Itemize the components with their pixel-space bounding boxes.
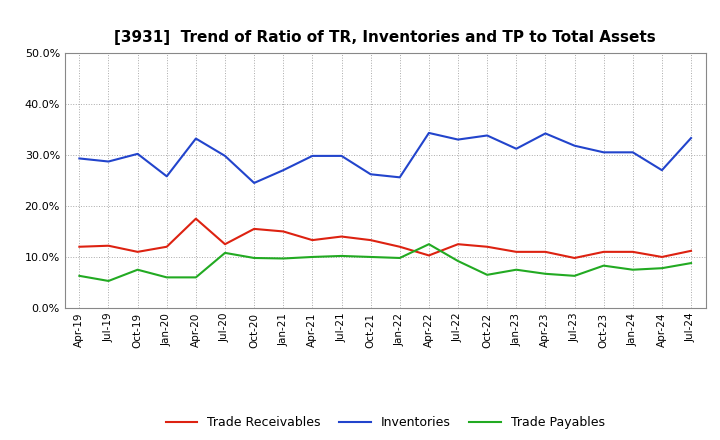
Trade Receivables xyxy=(395,244,404,249)
Trade Payables xyxy=(337,253,346,259)
Inventories xyxy=(250,180,258,186)
Trade Payables xyxy=(192,275,200,280)
Trade Payables xyxy=(133,267,142,272)
Trade Payables xyxy=(308,254,317,260)
Trade Payables xyxy=(541,271,550,276)
Trade Payables xyxy=(512,267,521,272)
Trade Payables xyxy=(75,273,84,279)
Inventories xyxy=(570,143,579,148)
Inventories xyxy=(629,150,637,155)
Inventories xyxy=(366,172,375,177)
Trade Payables xyxy=(687,260,696,266)
Inventories xyxy=(425,130,433,136)
Inventories xyxy=(599,150,608,155)
Trade Payables xyxy=(104,279,113,284)
Trade Receivables xyxy=(220,242,229,247)
Trade Payables xyxy=(629,267,637,272)
Trade Receivables xyxy=(192,216,200,221)
Inventories xyxy=(308,153,317,158)
Inventories xyxy=(163,174,171,179)
Trade Payables xyxy=(657,266,666,271)
Inventories xyxy=(483,133,492,138)
Trade Payables xyxy=(163,275,171,280)
Inventories xyxy=(512,146,521,151)
Inventories xyxy=(395,175,404,180)
Trade Receivables xyxy=(250,226,258,231)
Trade Receivables xyxy=(279,229,287,234)
Trade Receivables xyxy=(512,249,521,254)
Trade Receivables xyxy=(308,238,317,243)
Trade Payables xyxy=(395,255,404,260)
Trade Receivables xyxy=(163,244,171,249)
Trade Receivables xyxy=(599,249,608,254)
Trade Receivables xyxy=(337,234,346,239)
Trade Receivables xyxy=(483,244,492,249)
Trade Payables xyxy=(425,242,433,247)
Trade Payables xyxy=(570,273,579,279)
Title: [3931]  Trend of Ratio of TR, Inventories and TP to Total Assets: [3931] Trend of Ratio of TR, Inventories… xyxy=(114,29,656,45)
Trade Receivables xyxy=(629,249,637,254)
Trade Receivables xyxy=(657,254,666,260)
Line: Inventories: Inventories xyxy=(79,133,691,183)
Inventories xyxy=(337,153,346,158)
Trade Receivables xyxy=(133,249,142,254)
Trade Payables xyxy=(250,255,258,260)
Trade Payables xyxy=(220,250,229,256)
Trade Receivables xyxy=(104,243,113,248)
Trade Receivables xyxy=(454,242,462,247)
Inventories xyxy=(192,136,200,141)
Trade Receivables xyxy=(425,253,433,258)
Trade Payables xyxy=(366,254,375,260)
Trade Receivables xyxy=(366,238,375,243)
Inventories xyxy=(220,153,229,158)
Line: Trade Payables: Trade Payables xyxy=(79,244,691,281)
Inventories xyxy=(657,168,666,173)
Inventories xyxy=(133,151,142,157)
Inventories xyxy=(454,137,462,142)
Inventories xyxy=(541,131,550,136)
Legend: Trade Receivables, Inventories, Trade Payables: Trade Receivables, Inventories, Trade Pa… xyxy=(161,411,610,434)
Trade Receivables xyxy=(541,249,550,254)
Trade Payables xyxy=(599,263,608,268)
Trade Receivables xyxy=(75,244,84,249)
Line: Trade Receivables: Trade Receivables xyxy=(79,219,691,258)
Trade Receivables xyxy=(570,255,579,260)
Inventories xyxy=(104,159,113,164)
Trade Payables xyxy=(454,258,462,264)
Inventories xyxy=(279,168,287,173)
Trade Payables xyxy=(279,256,287,261)
Inventories xyxy=(75,156,84,161)
Trade Payables xyxy=(483,272,492,278)
Inventories xyxy=(687,136,696,141)
Trade Receivables xyxy=(687,248,696,253)
